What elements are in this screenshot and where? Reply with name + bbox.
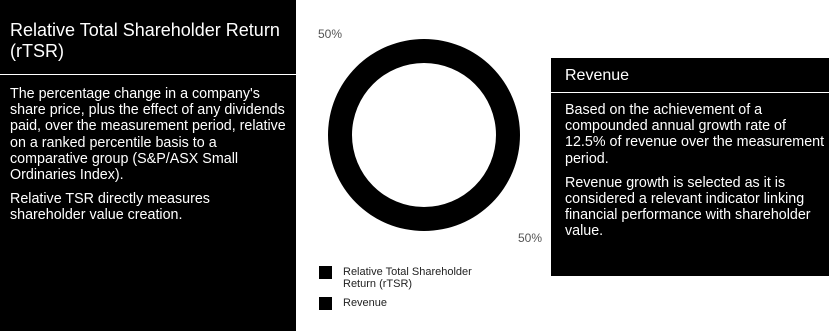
donut-svg: 50% 50%	[318, 27, 542, 245]
revenue-panel-title: Revenue	[551, 58, 829, 93]
legend-label-rtsr: Relative Total Shareholder Return (rTSR)	[343, 266, 472, 290]
rtsr-rationale: Relative TSR directly measures sharehold…	[10, 191, 210, 224]
legend-item-revenue: Revenue	[319, 297, 539, 310]
donut-slice-rtsr	[424, 39, 520, 231]
rtsr-panel-title: Relative Total Shareholder Return (rTSR)	[0, 0, 296, 75]
revenue-panel: Revenue Based on the achievement of a co…	[551, 58, 829, 276]
legend-swatch-revenue	[319, 297, 332, 310]
donut-slice-revenue	[328, 39, 424, 231]
data-label-rtsr: 50%	[318, 27, 342, 41]
rtsr-panel-body: The percentage change in a company's sha…	[0, 86, 296, 232]
revenue-rationale: Revenue growth is selected as it is cons…	[565, 174, 811, 240]
revenue-description: Based on the achievement of a compounded…	[565, 102, 825, 167]
legend-swatch-rtsr	[319, 266, 332, 279]
chart-legend: Relative Total Shareholder Return (rTSR)…	[319, 266, 539, 317]
legend-item-rtsr: Relative Total Shareholder Return (rTSR)	[319, 266, 539, 290]
data-label-revenue: 50%	[518, 231, 542, 245]
rtsr-description: The percentage change in a company's sha…	[10, 86, 286, 184]
weighting-donut-chart: 50% 50% Relative Total Shareholder Return…	[300, 0, 550, 331]
revenue-panel-body: Based on the achievement of a compounded…	[551, 102, 829, 248]
rtsr-panel: Relative Total Shareholder Return (rTSR)…	[0, 0, 296, 331]
legend-label-revenue: Revenue	[343, 297, 388, 309]
